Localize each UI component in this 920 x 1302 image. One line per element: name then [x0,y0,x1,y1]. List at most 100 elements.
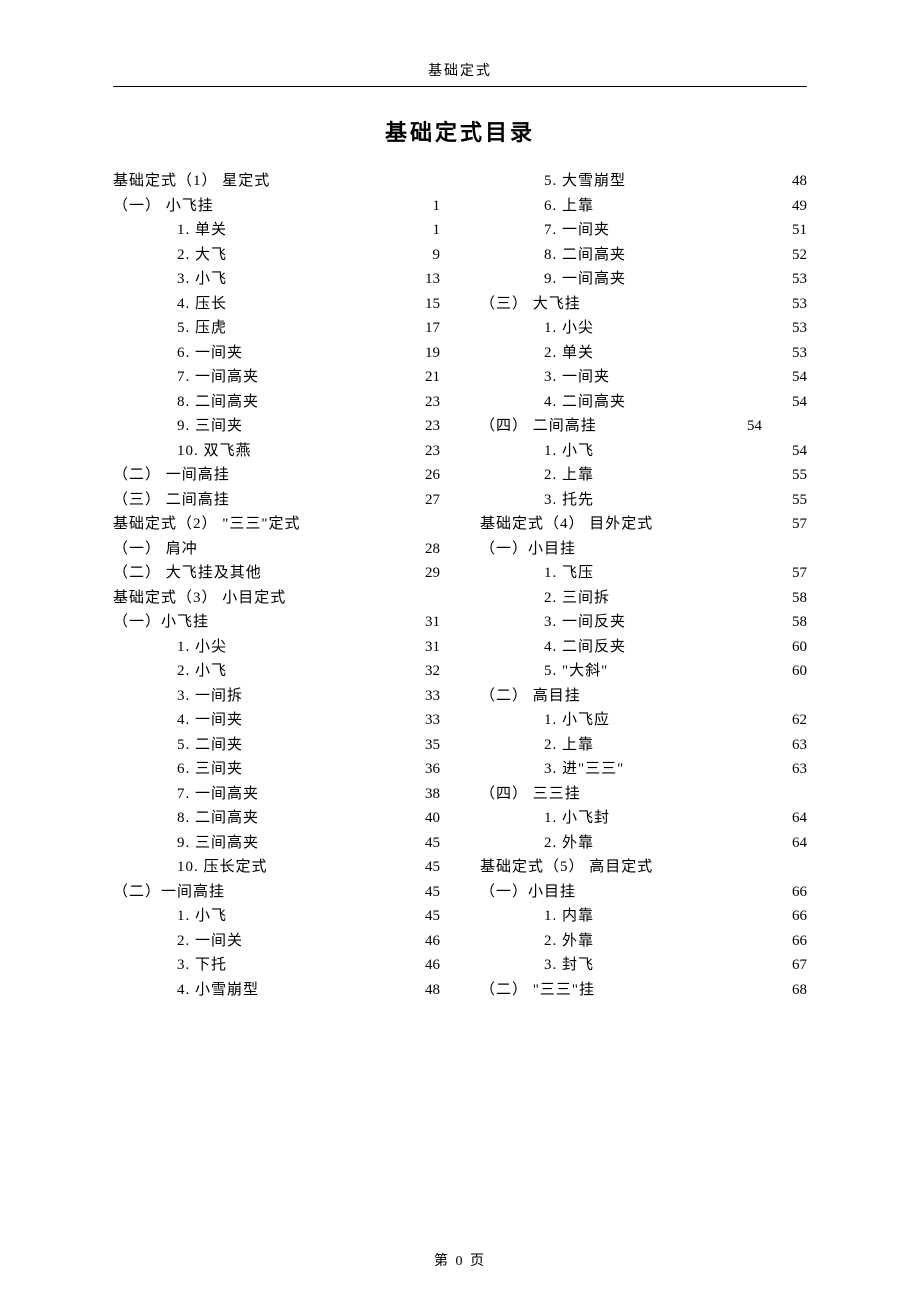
toc-page-number: 64 [777,831,807,856]
toc-page-number: 54 [777,365,807,390]
toc-page-number: 31 [410,610,440,635]
toc-row: 基础定式（4） 目外定式 57 [480,512,807,537]
toc-page-number: 40 [410,806,440,831]
toc-label: 2. 三间拆 [480,586,610,611]
toc-row: 1. 单关 1 [113,218,440,243]
toc-page-number: 31 [410,635,440,660]
toc-label: 1. 小飞 [113,904,227,929]
toc-row: 基础定式（5） 高目定式 [480,855,807,880]
toc-page-number: 63 [777,757,807,782]
toc-label: 基础定式（4） 目外定式 [480,512,653,537]
toc-label: 9. 一间高夹 [480,267,626,292]
toc-page-number: 53 [777,341,807,366]
toc-label: （四） 三三挂 [480,782,581,807]
toc-row: （一）小目挂66 [480,880,807,905]
toc-row: （二） 大飞挂及其他29 [113,561,440,586]
toc-row: 4. 小雪崩型 48 [113,978,440,1003]
toc-label: （三） 大飞挂 [480,292,581,317]
toc-label: 6. 三间夹 [113,757,243,782]
toc-row: 3. 小飞 13 [113,267,440,292]
toc-label: （四） 二间高挂 [480,414,597,439]
toc-label: （二） 一间高挂 [113,463,230,488]
toc-row: （一）小目挂 [480,537,807,562]
toc-row: 10. 双飞燕 23 [113,439,440,464]
toc-row: 9. 三间夹23 [113,414,440,439]
toc-label: 3. 小飞 [113,267,227,292]
toc-right-column: 5. 大雪崩型486. 上靠497. 一间夹518. 二间高夹529. 一间高夹… [480,169,807,1002]
toc-label: 8. 二间高夹 [480,243,626,268]
toc-label: （二） 高目挂 [480,684,581,709]
toc-row: 5. 压虎17 [113,316,440,341]
toc-page-number: 60 [777,635,807,660]
toc-label: 9. 三间夹 [113,414,243,439]
toc-row: 1. 小飞 45 [113,904,440,929]
toc-label: 1. 小尖 [113,635,227,660]
toc-page-number: 67 [777,953,807,978]
toc-label: 1. 小尖 [480,316,594,341]
toc-page-number: 52 [777,243,807,268]
toc-page-number: 23 [410,439,440,464]
toc-row: 1. 小尖 31 [113,635,440,660]
toc-label: 基础定式（1） 星定式 [113,169,270,194]
toc-label: 4. 二间反夹 [480,635,626,660]
toc-page-number: 13 [410,267,440,292]
toc-page-number: 66 [777,904,807,929]
toc-label: 1. 单关 [113,218,227,243]
toc-row: （三） 大飞挂 53 [480,292,807,317]
toc-row: 6. 三间夹36 [113,757,440,782]
toc-page-number: 1 [410,194,440,219]
toc-page-number: 60 [777,659,807,684]
toc-page-number: 54 [777,390,807,415]
toc-row: （一）小飞挂31 [113,610,440,635]
toc-row: 3. 下托46 [113,953,440,978]
toc-page-number: 45 [410,904,440,929]
toc-label: 1. 小飞 [480,439,594,464]
toc-label: 1. 飞压 [480,561,594,586]
toc-label: 3. 一间反夹 [480,610,626,635]
toc-row: 6. 一间夹19 [113,341,440,366]
toc-page-number: 48 [410,978,440,1003]
page-header: 基础定式 [113,60,807,87]
toc-page-number: 33 [410,684,440,709]
toc-row: 基础定式（3） 小目定式 [113,586,440,611]
toc-page-number: 46 [410,929,440,954]
toc-row: 7. 一间高夹38 [113,782,440,807]
toc-row: 2. 上靠63 [480,733,807,758]
toc-row: 10. 压长定式45 [113,855,440,880]
toc-label: 4. 小雪崩型 [113,978,259,1003]
toc-row: （四） 三三挂 [480,782,807,807]
toc-label: 10. 双飞燕 [113,439,252,464]
toc-page-number: 45 [410,855,440,880]
toc-label: 2. 上靠 [480,463,594,488]
toc-label: 3. 封飞 [480,953,594,978]
toc-page-number: 1 [410,218,440,243]
toc-page-number: 32 [410,659,440,684]
toc-row: 2. 三间拆58 [480,586,807,611]
toc-page-number: 66 [777,929,807,954]
toc-row: 4. 二间反夹 60 [480,635,807,660]
toc-label: 2. 大飞 [113,243,227,268]
toc-label: 5. 压虎 [113,316,227,341]
toc-row: 1. 小飞封64 [480,806,807,831]
page-title: 基础定式目录 [113,115,807,147]
toc-row: 1. 小尖53 [480,316,807,341]
toc-page-number: 55 [777,463,807,488]
toc-label: 5. 二间夹 [113,733,243,758]
toc-label: 2. 外靠 [480,831,594,856]
toc-page-number: 64 [777,806,807,831]
toc-left-column: 基础定式（1） 星定式（一） 小飞挂11. 单关12. 大飞93. 小飞134.… [113,169,440,1002]
toc-row: 6. 上靠49 [480,194,807,219]
toc-row: 3. 一间夹54 [480,365,807,390]
toc-label: 2. 上靠 [480,733,594,758]
toc-label: 4. 压长 [113,292,227,317]
toc-label: 2. 小飞 [113,659,227,684]
toc-row: （二）一间高挂45 [113,880,440,905]
toc-page-number: 53 [777,292,807,317]
toc-row: 4. 压长15 [113,292,440,317]
toc-page-number: 57 [777,512,807,537]
toc-row: 9. 一间高夹53 [480,267,807,292]
toc-row: 2. 小飞 32 [113,659,440,684]
toc-row: 8. 二间高夹40 [113,806,440,831]
toc-row: 4. 二间高夹54 [480,390,807,415]
toc-row: 3. 托先55 [480,488,807,513]
